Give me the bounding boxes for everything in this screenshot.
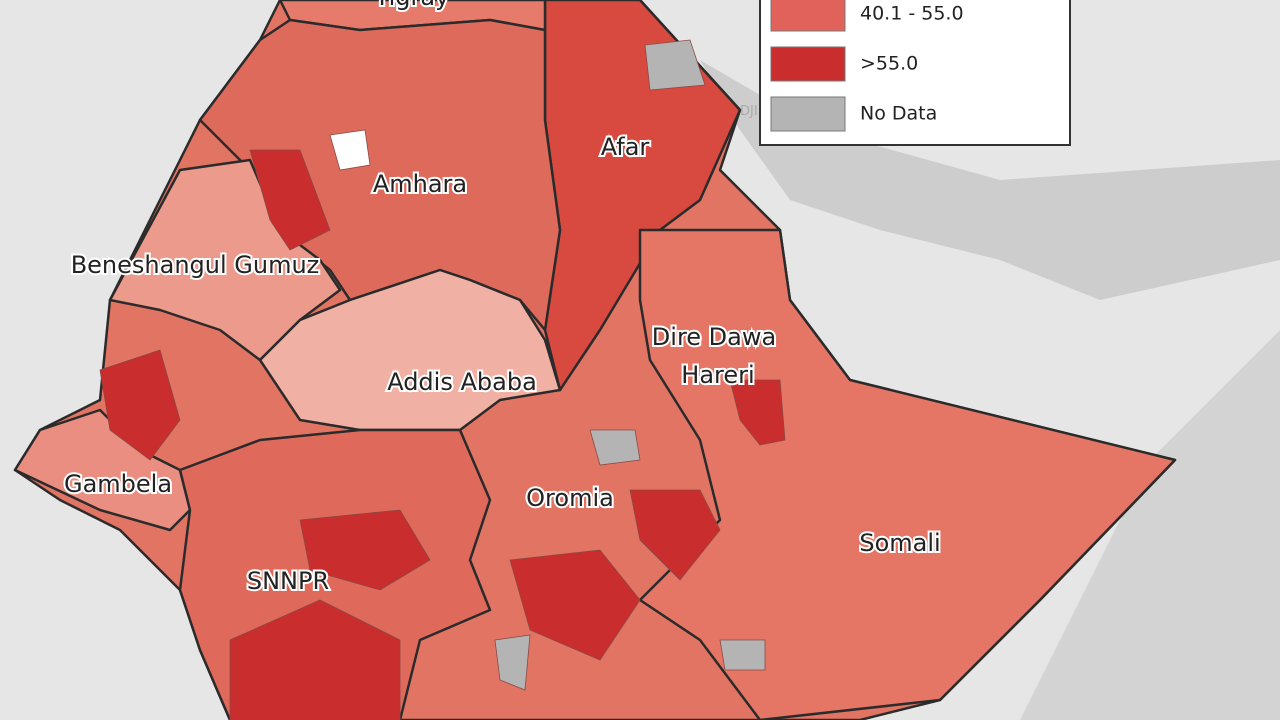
no-data-area [494,634,531,691]
region-label: Afar [601,133,650,161]
region-label: Addis Ababa [387,368,537,396]
region-label: Tigray [374,0,450,11]
sea [1020,330,1280,720]
region-label: Dire Dawa [652,323,776,351]
no-data-area [589,429,641,466]
beneshangul-region [108,158,342,362]
high-area [299,509,431,591]
legend: 40.1 - 55.0 >55.0 No Data [759,0,1071,146]
legend-swatch [770,0,846,32]
high-area [729,379,786,446]
legend-label: >55.0 [860,53,918,75]
no-data-area [719,639,766,671]
legend-swatch [770,96,846,132]
high-area [629,489,721,581]
high-area [229,599,401,720]
legend-label: No Data [860,103,937,125]
sea [700,60,1280,300]
region-label: Hareri [681,361,754,389]
high-area [509,549,641,661]
legend-swatch [770,46,846,82]
legend-label: 40.1 - 55.0 [860,3,964,25]
region-label: Gambela [64,470,172,498]
neighbor-label: DJI [740,104,758,119]
high-area [249,149,331,251]
region-label: Beneshangul Gumuz [71,251,320,279]
somali-region [638,228,1177,720]
region-label: Oromia [526,484,614,512]
region-label: Somali [859,529,940,557]
region-label: Amhara [373,170,467,198]
white-area [329,129,371,171]
region-label: SNNPR [247,567,329,595]
high-area [99,349,181,461]
no-data-area [644,39,706,91]
